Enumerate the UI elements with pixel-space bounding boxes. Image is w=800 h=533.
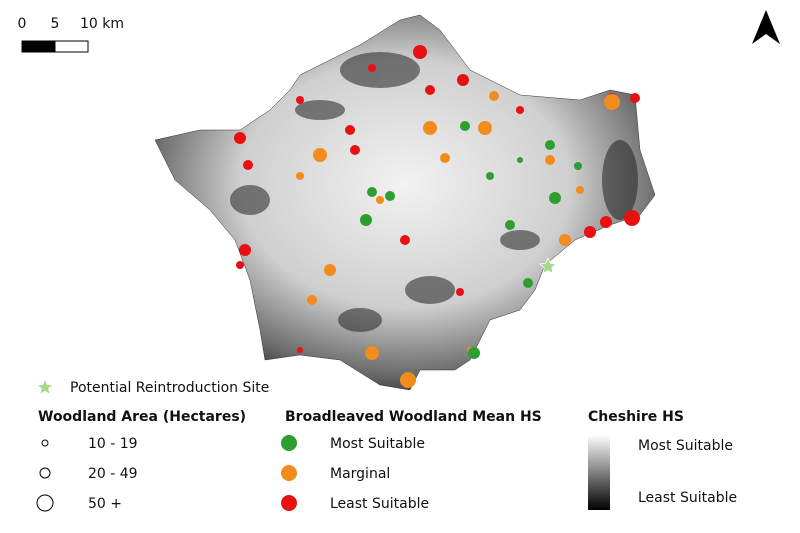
woodland-dot	[345, 125, 355, 135]
legend-label: Most Suitable	[330, 436, 425, 452]
size-symbol	[41, 439, 49, 447]
woodland-dot	[516, 106, 524, 114]
woodland-dot	[624, 210, 640, 226]
woodland-dot	[584, 226, 596, 238]
legend-label: Marginal	[330, 466, 390, 482]
legend-swatch	[281, 465, 297, 481]
north-arrow	[752, 10, 780, 44]
woodland-dot	[243, 160, 253, 170]
woodland-dot	[376, 196, 384, 204]
scale-label: 5	[51, 16, 60, 32]
woodland-dot	[545, 140, 555, 150]
woodland-dot	[385, 191, 395, 201]
woodland-dot	[549, 192, 561, 204]
woodland-dot	[367, 187, 377, 197]
woodland-dot	[324, 264, 336, 276]
size-symbol	[39, 467, 51, 479]
legend-label: 10 - 19	[88, 436, 138, 452]
woodland-dot	[425, 85, 435, 95]
scale-label: 0	[18, 16, 27, 32]
woodland-dot	[440, 153, 450, 163]
woodland-dot	[400, 372, 416, 388]
woodland-dot	[505, 220, 515, 230]
dark-patches	[230, 52, 638, 332]
legend-star	[38, 380, 52, 394]
woodland-dot	[236, 261, 244, 269]
legend-label: Least Suitable	[638, 490, 737, 506]
woodland-dot	[313, 148, 327, 162]
woodland-dot	[239, 244, 251, 256]
woodland-dot	[350, 145, 360, 155]
woodland-dot	[630, 93, 640, 103]
legend-title: Broadleaved Woodland Mean HS	[285, 409, 542, 425]
legend-label: Most Suitable	[638, 438, 733, 454]
legend-label: Potential Reintroduction Site	[70, 380, 269, 396]
woodland-dot	[600, 216, 612, 228]
size-symbol	[36, 494, 54, 512]
woodland-dot	[486, 172, 494, 180]
woodland-dot	[456, 288, 464, 296]
woodland-dot	[468, 347, 480, 359]
woodland-dot	[576, 186, 584, 194]
woodland-dot	[478, 121, 492, 135]
county-outline	[154, 14, 656, 391]
scale-bar: 0 5 10 km	[18, 16, 124, 53]
legend-label: Least Suitable	[330, 496, 429, 512]
woodland-dot	[307, 295, 317, 305]
woodland-dot	[296, 172, 304, 180]
woodland-dot	[545, 155, 555, 165]
legend-swatch	[281, 435, 297, 451]
woodland-dot	[604, 94, 620, 110]
woodland-dot	[368, 64, 376, 72]
woodland-dot	[297, 347, 303, 353]
hs-ramp	[588, 435, 610, 510]
woodland-dot	[457, 74, 469, 86]
legend-title: Cheshire HS	[588, 409, 684, 425]
woodland-dot	[234, 132, 246, 144]
legend-label: 20 - 49	[88, 466, 138, 482]
woodland-dot	[574, 162, 582, 170]
woodland-dot	[559, 234, 571, 246]
reintroduction-site	[539, 257, 557, 275]
woodland-dot	[517, 157, 523, 163]
woodland-dot	[365, 346, 379, 360]
scale-segment	[54, 40, 89, 53]
scale-segment	[21, 40, 56, 53]
woodland-dot	[360, 214, 372, 226]
legend-label: 50 +	[88, 496, 122, 512]
woodland-dot	[296, 96, 304, 104]
woodland-dots	[234, 45, 640, 388]
woodland-dot	[400, 235, 410, 245]
woodland-dot	[489, 91, 499, 101]
woodland-dot	[460, 121, 470, 131]
legend-swatch	[281, 495, 297, 511]
scale-label: 10 km	[80, 16, 124, 32]
hs-legend: Most Suitable Marginal Least Suitable	[281, 435, 429, 512]
woodland-dot	[523, 278, 533, 288]
woodland-dot	[423, 121, 437, 135]
woodland-dot	[413, 45, 427, 59]
legend-title: Woodland Area (Hectares)	[38, 409, 246, 425]
